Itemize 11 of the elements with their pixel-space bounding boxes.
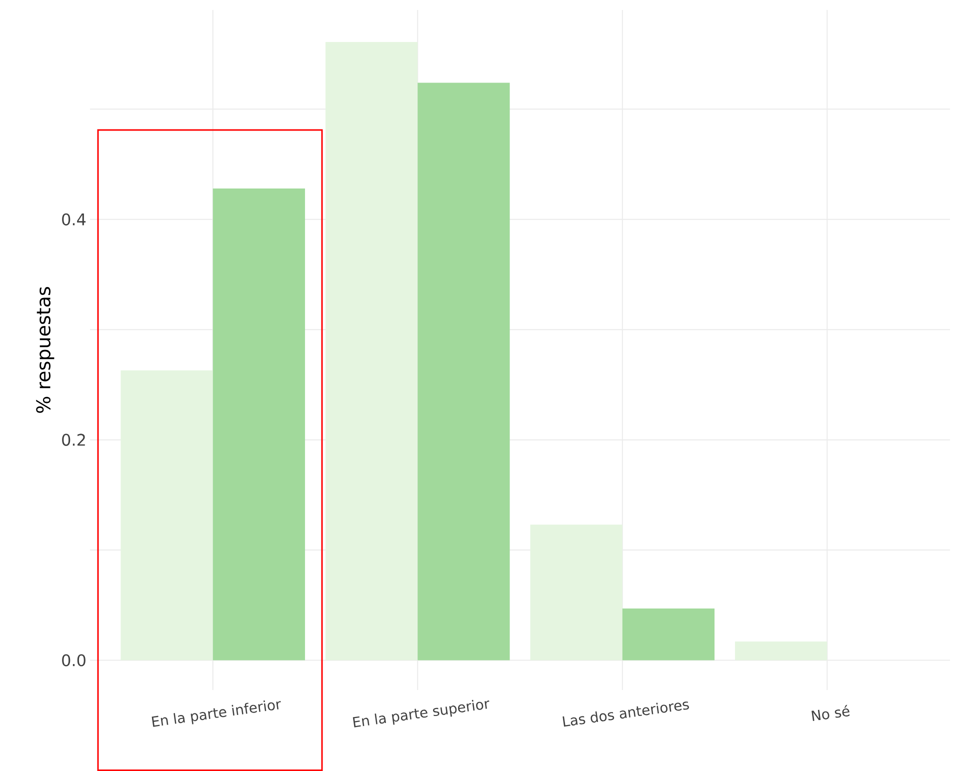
x-tick-label: No sé bbox=[812, 704, 850, 721]
bar bbox=[418, 82, 510, 660]
x-tick-label: En la parte superior bbox=[352, 700, 490, 728]
bar bbox=[622, 608, 715, 660]
y-tick-label: 0.4 bbox=[62, 213, 86, 226]
x-tick-label: En la parte inferior bbox=[152, 700, 281, 727]
y-tick-label: 0.2 bbox=[62, 434, 85, 446]
y-tick-label: 0.0 bbox=[62, 654, 86, 666]
y-axis-title: % respuestas bbox=[36, 287, 54, 413]
bar bbox=[212, 188, 306, 660]
x-tick-label: Las dos anteriores bbox=[562, 702, 689, 727]
